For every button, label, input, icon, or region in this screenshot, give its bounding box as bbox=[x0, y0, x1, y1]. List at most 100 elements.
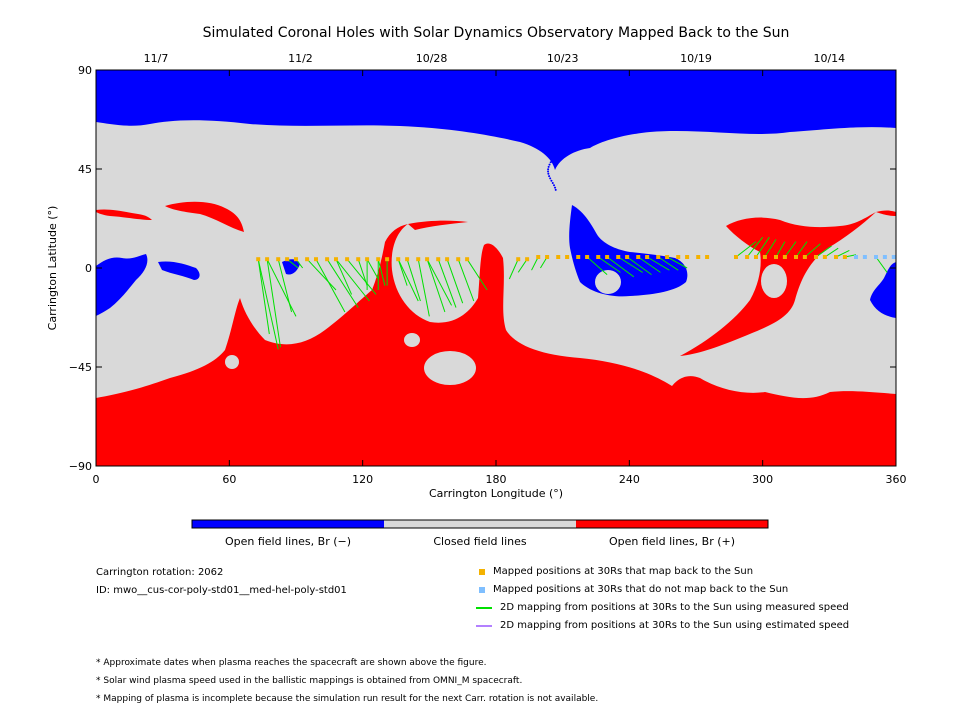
mapping-line bbox=[606, 256, 635, 278]
mapped-point bbox=[516, 257, 521, 262]
mapping-line bbox=[508, 258, 519, 280]
mapping-line bbox=[517, 258, 528, 273]
unmapped-point bbox=[854, 255, 858, 259]
polar-neutral-line bbox=[547, 159, 557, 191]
north-positive-patch bbox=[408, 220, 468, 230]
neutral-line-dot bbox=[551, 159, 553, 161]
mapped-point bbox=[305, 257, 310, 262]
neutral-line-dot bbox=[547, 172, 550, 175]
mapping-line bbox=[586, 256, 608, 275]
y-tick-label: −45 bbox=[69, 361, 92, 374]
mapping-line bbox=[746, 236, 764, 258]
neutral-line-dot bbox=[548, 163, 551, 166]
neutral-line-dot bbox=[553, 184, 556, 187]
mapping-line bbox=[397, 259, 408, 286]
top-date-label: 10/14 bbox=[813, 52, 845, 65]
mapped-point bbox=[616, 255, 621, 259]
mapping-line bbox=[377, 259, 386, 286]
mapping-line bbox=[406, 259, 421, 302]
top-date-label: 10/19 bbox=[680, 52, 712, 65]
note-dates: * Approximate dates when plasma reaches … bbox=[96, 658, 487, 668]
top-date-labels: 11/7 11/2 10/28 10/23 10/19 10/14 bbox=[144, 52, 846, 65]
mapping-line bbox=[804, 243, 821, 258]
mapping-line bbox=[617, 256, 643, 273]
north-positive-patch bbox=[96, 209, 152, 220]
x-tick-label: 360 bbox=[886, 473, 907, 486]
mapped-point bbox=[456, 257, 461, 262]
y-tick-label: 0 bbox=[85, 262, 92, 275]
mapping-line bbox=[666, 256, 688, 269]
unmapped-point bbox=[862, 255, 867, 259]
mapping-line bbox=[824, 247, 839, 258]
neutral-line-dot bbox=[549, 177, 552, 180]
mapped-point bbox=[625, 255, 630, 259]
chart-title: Simulated Coronal Holes with Solar Dynam… bbox=[203, 25, 790, 41]
x-tick-label: 60 bbox=[222, 473, 236, 486]
mapped-point bbox=[445, 257, 450, 262]
mapped-point bbox=[425, 257, 430, 262]
mapped-point bbox=[325, 257, 330, 262]
top-date-label: 11/2 bbox=[288, 52, 313, 65]
mapped-point bbox=[536, 255, 541, 259]
y-tick-label: −90 bbox=[69, 460, 92, 473]
mapped-point bbox=[465, 257, 470, 262]
mapping-line bbox=[426, 259, 446, 313]
closed-island bbox=[225, 355, 239, 369]
mapped-point bbox=[396, 257, 401, 262]
mapping-line bbox=[335, 258, 353, 295]
mapped-point bbox=[802, 255, 807, 259]
mapping-line bbox=[357, 259, 368, 286]
mapped-point bbox=[834, 255, 838, 259]
mapped-point bbox=[734, 255, 738, 259]
unmapped-point bbox=[882, 255, 887, 259]
east-negative-hole bbox=[870, 262, 896, 318]
mapping-line bbox=[446, 259, 464, 304]
mapped-point bbox=[676, 255, 681, 259]
west-negative-hole bbox=[282, 259, 300, 275]
mapped-point bbox=[814, 255, 818, 259]
mapping-line bbox=[306, 258, 337, 291]
closed-island bbox=[761, 264, 787, 298]
mapping-line bbox=[637, 256, 661, 273]
legend-item-estimated: 2D mapping from positions at 30Rs to the… bbox=[476, 620, 849, 631]
mapping-line bbox=[835, 249, 850, 258]
legend-label: Mapped positions at 30Rs that map back t… bbox=[493, 566, 754, 577]
mapped-point bbox=[334, 257, 338, 262]
mapping-lines bbox=[257, 236, 888, 350]
mapped-point bbox=[782, 255, 787, 259]
colorbar-label-closed: Closed field lines bbox=[433, 535, 527, 548]
unmapped-point bbox=[874, 255, 878, 259]
mapped-point bbox=[745, 255, 750, 259]
legend-item-unmapped: Mapped positions at 30Rs that do not map… bbox=[476, 584, 788, 595]
mapping-line bbox=[315, 258, 346, 313]
mapped-point bbox=[356, 257, 361, 262]
mapping-line bbox=[626, 256, 652, 276]
x-tick-label: 300 bbox=[752, 473, 773, 486]
mapped-point bbox=[436, 257, 441, 262]
north-positive-patch bbox=[165, 201, 244, 232]
mapping-line bbox=[366, 258, 379, 280]
run-id: ID: mwo__cus-cor-poly-std01__med-hel-pol… bbox=[96, 585, 347, 596]
mapped-point bbox=[696, 255, 701, 259]
mapping-line bbox=[437, 259, 457, 308]
mapping-line bbox=[735, 241, 757, 258]
mapped-point bbox=[256, 257, 261, 262]
line-marker-icon bbox=[476, 624, 492, 627]
top-date-label: 10/28 bbox=[416, 52, 448, 65]
top-date-label: 11/7 bbox=[144, 52, 169, 65]
plot-area bbox=[95, 69, 897, 467]
neutral-line-dot bbox=[547, 165, 550, 168]
neutral-line-dot bbox=[554, 188, 557, 191]
mapping-line bbox=[266, 259, 281, 348]
mapped-point bbox=[762, 255, 767, 259]
mapped-point bbox=[314, 257, 318, 262]
mapping-line bbox=[597, 256, 621, 273]
mapping-line bbox=[266, 258, 297, 317]
mapping-line bbox=[257, 259, 279, 350]
mapped-point bbox=[294, 257, 298, 262]
mapped-point bbox=[345, 257, 350, 262]
x-tick-label: 240 bbox=[619, 473, 640, 486]
mapped-point bbox=[556, 255, 561, 259]
neutral-line-dot bbox=[547, 170, 550, 173]
